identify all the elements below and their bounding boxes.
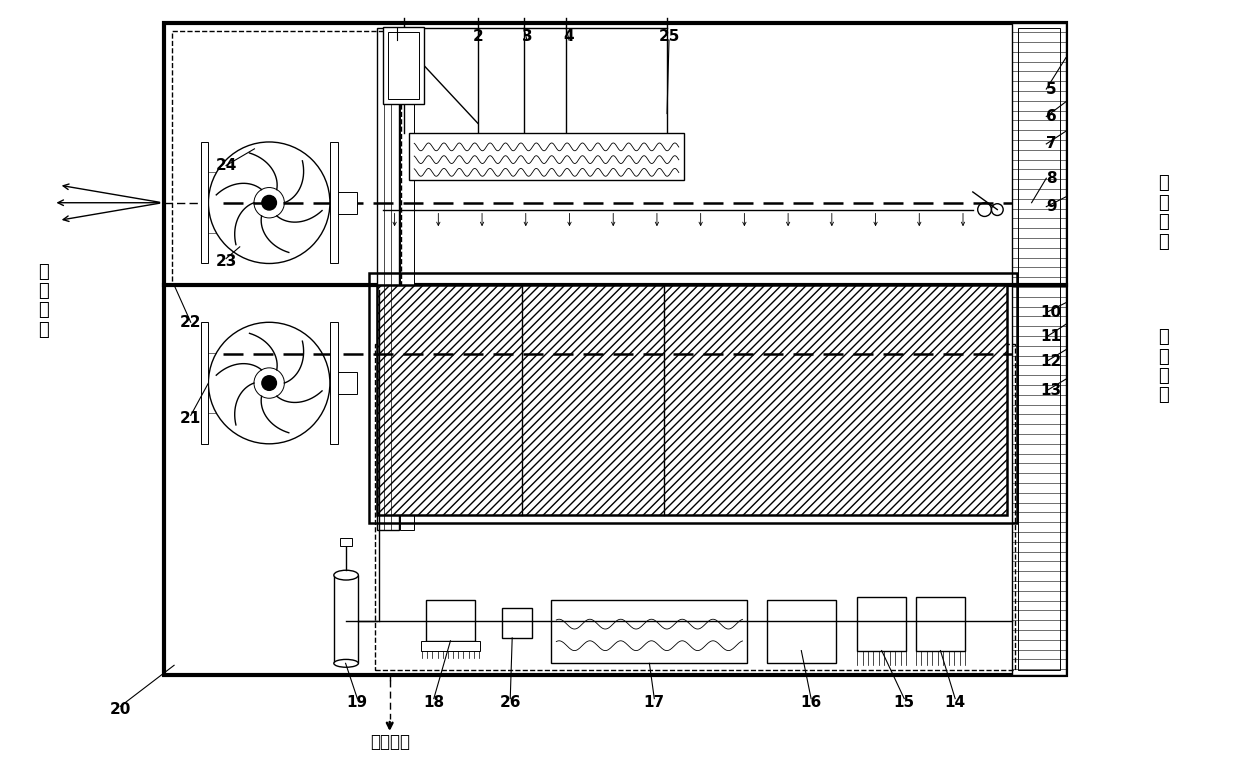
Bar (383, 27, 424, 104)
Bar (374, 344, 1014, 670)
Text: 内
侧
进
风: 内 侧 进 风 (1158, 328, 1169, 405)
Text: 10: 10 (1040, 305, 1061, 320)
Text: 21: 21 (180, 411, 201, 426)
Text: 15: 15 (894, 695, 915, 710)
Bar (330, 322, 337, 444)
Circle shape (262, 375, 277, 390)
Bar (201, 322, 208, 444)
Text: 9: 9 (1045, 199, 1056, 214)
Text: 外
侧
进
风: 外 侧 进 风 (1158, 174, 1169, 251)
Bar (201, 142, 208, 264)
Text: 4: 4 (564, 29, 574, 44)
Bar (768, 600, 836, 663)
Text: 16: 16 (801, 695, 822, 710)
Text: 12: 12 (1040, 354, 1061, 369)
Text: 20: 20 (109, 702, 131, 717)
Bar (334, 575, 358, 663)
Circle shape (262, 195, 277, 210)
Text: 5: 5 (1045, 82, 1056, 96)
Text: 17: 17 (644, 695, 665, 710)
Ellipse shape (334, 659, 358, 667)
Text: 7: 7 (1045, 136, 1056, 151)
Text: 13: 13 (1040, 383, 1061, 399)
Bar (857, 597, 906, 651)
Bar (401, 29, 414, 530)
Text: 3: 3 (522, 29, 532, 44)
Bar (330, 192, 357, 214)
Text: 22: 22 (180, 315, 202, 330)
Bar (330, 142, 337, 264)
Bar (1012, 23, 1066, 675)
Bar (330, 372, 357, 394)
Text: 26: 26 (500, 695, 521, 710)
Text: 24: 24 (216, 158, 237, 173)
Text: 18: 18 (423, 695, 444, 710)
Bar (377, 285, 1007, 515)
Bar (916, 597, 965, 651)
Bar (164, 23, 1066, 675)
Text: 23: 23 (216, 254, 237, 269)
Text: 6: 6 (1045, 109, 1056, 124)
Bar (1018, 29, 1060, 670)
Bar (370, 273, 1017, 524)
Text: 1: 1 (392, 29, 402, 44)
Bar (552, 600, 748, 663)
Bar (172, 32, 402, 285)
Text: 外
侧
出
风: 外 侧 出 风 (38, 263, 50, 338)
Text: 19: 19 (347, 695, 368, 710)
Bar (427, 600, 475, 641)
Text: 2: 2 (472, 29, 484, 44)
Bar (377, 29, 398, 530)
Text: 内侧出风: 内侧出风 (370, 732, 409, 751)
Text: 8: 8 (1045, 170, 1056, 186)
Bar (409, 133, 683, 180)
Text: 25: 25 (658, 29, 680, 44)
Text: 11: 11 (1040, 329, 1061, 345)
Ellipse shape (334, 571, 358, 580)
Bar (388, 32, 419, 99)
Bar (502, 608, 532, 638)
Bar (340, 538, 352, 546)
Text: 14: 14 (945, 695, 966, 710)
Bar (422, 641, 480, 651)
